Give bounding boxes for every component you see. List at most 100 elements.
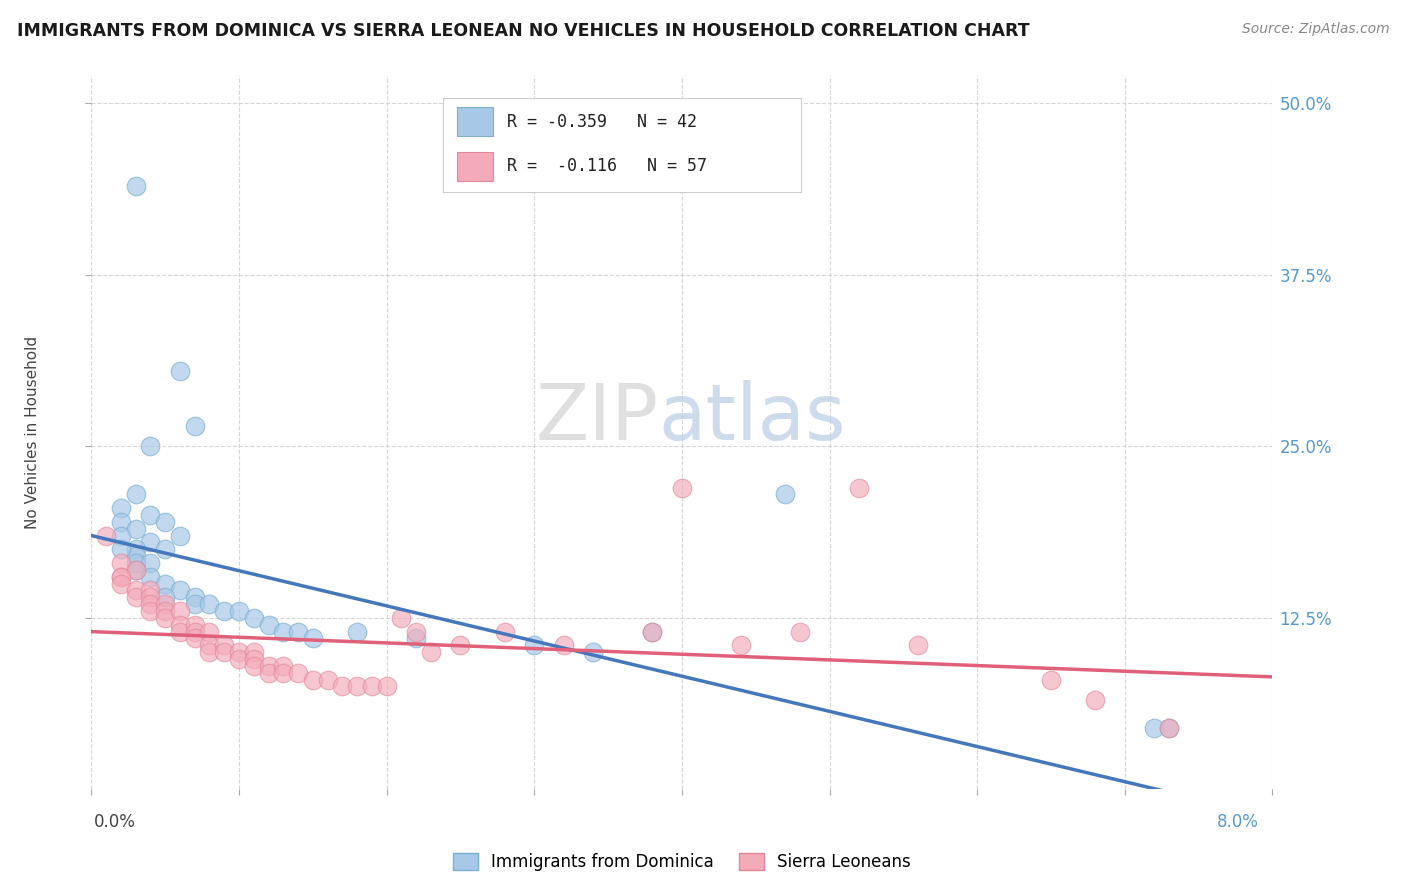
Point — [153, 604, 177, 618]
Point — [1159, 721, 1181, 735]
Text: R = -0.359   N = 42: R = -0.359 N = 42 — [508, 112, 697, 130]
Point — [110, 570, 132, 584]
Text: R =  -0.116   N = 57: R = -0.116 N = 57 — [508, 158, 707, 176]
Point — [124, 549, 148, 563]
Point — [139, 591, 162, 605]
Point — [169, 528, 191, 542]
Text: 8.0%: 8.0% — [1216, 813, 1258, 830]
Point — [139, 439, 162, 453]
Point — [214, 645, 236, 659]
Point — [183, 597, 207, 611]
Point — [375, 680, 398, 694]
Point — [153, 542, 177, 557]
Text: IMMIGRANTS FROM DOMINICA VS SIERRA LEONEAN NO VEHICLES IN HOUSEHOLD CORRELATION : IMMIGRANTS FROM DOMINICA VS SIERRA LEONE… — [17, 22, 1029, 40]
Point — [198, 597, 221, 611]
Point — [287, 624, 309, 639]
Point — [1159, 721, 1181, 735]
Point — [169, 624, 191, 639]
Point — [110, 576, 132, 591]
Point — [789, 624, 811, 639]
Point — [1040, 673, 1063, 687]
Point — [243, 611, 266, 625]
Point — [271, 624, 295, 639]
Point — [405, 632, 427, 646]
Text: No Vehicles in Household: No Vehicles in Household — [25, 336, 39, 529]
Point — [419, 645, 441, 659]
Point — [110, 528, 132, 542]
Point — [183, 624, 207, 639]
Point — [671, 481, 693, 495]
Point — [139, 570, 162, 584]
Point — [169, 364, 191, 378]
Bar — [457, 108, 494, 136]
Point — [730, 638, 752, 652]
Point — [228, 604, 250, 618]
Point — [523, 638, 546, 652]
Point — [1084, 693, 1107, 707]
Point — [582, 645, 605, 659]
Point — [139, 604, 162, 618]
Point — [183, 418, 207, 433]
Point — [198, 645, 221, 659]
Point — [257, 617, 280, 632]
Point — [641, 624, 664, 639]
Point — [271, 665, 295, 680]
Point — [169, 617, 191, 632]
Point — [124, 487, 148, 501]
Point — [271, 659, 295, 673]
Text: Source: ZipAtlas.com: Source: ZipAtlas.com — [1241, 22, 1389, 37]
Point — [332, 680, 354, 694]
Point — [228, 652, 250, 666]
Point — [214, 638, 236, 652]
Point — [183, 591, 207, 605]
Point — [139, 583, 162, 598]
Point — [169, 604, 191, 618]
Point — [153, 576, 177, 591]
Point — [360, 680, 382, 694]
Text: atlas: atlas — [658, 380, 846, 457]
Point — [346, 680, 368, 694]
Point — [1143, 721, 1166, 735]
Point — [153, 591, 177, 605]
Point — [553, 638, 575, 652]
Point — [198, 638, 221, 652]
Point — [110, 570, 132, 584]
Point — [139, 597, 162, 611]
Bar — [457, 153, 494, 180]
Point — [124, 522, 148, 536]
Point — [124, 591, 148, 605]
Point — [405, 624, 427, 639]
Point — [907, 638, 929, 652]
Point — [346, 624, 368, 639]
Point — [124, 563, 148, 577]
Point — [124, 583, 148, 598]
Point — [450, 638, 472, 652]
Point — [243, 652, 266, 666]
Point — [124, 556, 148, 570]
Point — [153, 515, 177, 529]
Point — [243, 659, 266, 673]
Point — [110, 542, 132, 557]
Point — [139, 508, 162, 522]
Point — [257, 659, 280, 673]
Text: 0.0%: 0.0% — [94, 813, 136, 830]
Point — [391, 611, 413, 625]
Point — [153, 611, 177, 625]
Point — [228, 645, 250, 659]
Point — [153, 597, 177, 611]
Point — [124, 542, 148, 557]
Point — [301, 632, 323, 646]
Point — [183, 617, 207, 632]
Legend: Immigrants from Dominica, Sierra Leoneans: Immigrants from Dominica, Sierra Leonean… — [446, 846, 918, 878]
Point — [110, 556, 132, 570]
Point — [257, 665, 280, 680]
Point — [214, 604, 236, 618]
Point — [641, 624, 664, 639]
Point — [494, 624, 516, 639]
Point — [316, 673, 339, 687]
Point — [183, 632, 207, 646]
Point — [96, 528, 118, 542]
Point — [139, 535, 162, 549]
Point — [848, 481, 870, 495]
Point — [243, 645, 266, 659]
